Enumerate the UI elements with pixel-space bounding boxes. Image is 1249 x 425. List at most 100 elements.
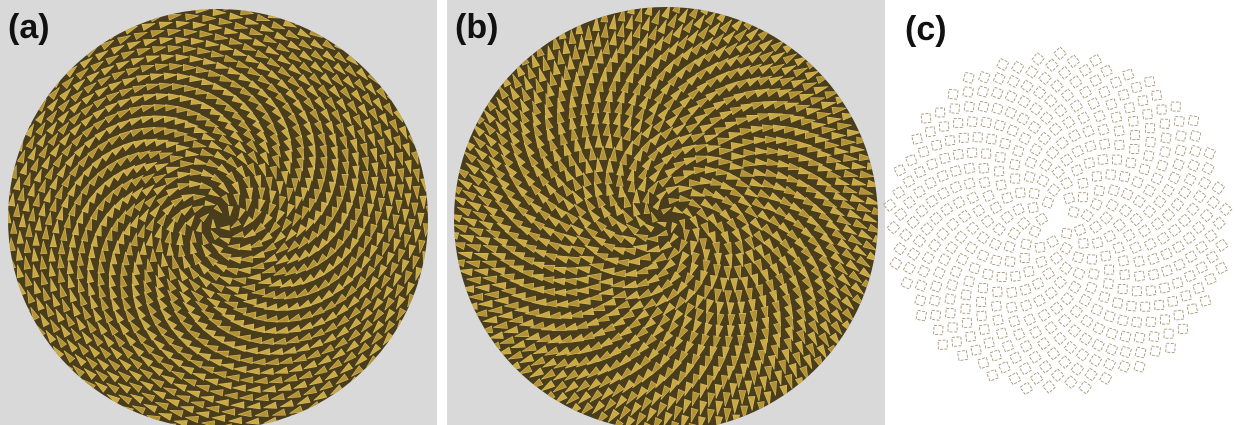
cell [894,242,907,255]
cell [1078,193,1087,202]
cell [1143,109,1153,119]
cell [1127,301,1137,311]
cell [1039,72,1052,85]
cell [1120,270,1130,280]
cell [983,190,995,202]
cell [965,242,977,254]
cell [1030,103,1042,115]
cell [1124,102,1135,113]
cell [1110,77,1122,89]
cell [1033,295,1045,307]
cell [1126,158,1136,168]
cell [1166,343,1175,352]
cell [1114,126,1125,137]
cell [1089,221,1102,234]
cell [1054,104,1067,117]
cell [1101,251,1111,261]
cell [1176,131,1186,141]
cell [1119,171,1130,182]
cell [1033,86,1046,99]
cell [921,223,934,236]
cell [1005,107,1017,119]
cell [1195,241,1208,254]
cell [969,263,980,274]
cell [907,248,919,260]
cell [1047,235,1059,247]
cell [992,103,1003,114]
cell [1130,213,1143,226]
cell [1050,302,1063,315]
cell [1005,257,1015,267]
cell [991,301,1001,311]
cell [1213,217,1226,230]
cell [1106,199,1118,211]
cell [1149,332,1159,342]
cell [1042,267,1055,280]
cell [1068,130,1080,142]
cell [964,276,975,287]
cell [1146,317,1155,326]
cell [936,108,945,117]
cell [1190,145,1201,156]
cell [930,295,941,306]
cell [1013,146,1024,157]
cell [1052,166,1065,179]
cell [1039,360,1052,373]
cell [1017,113,1029,125]
cell [1058,314,1071,327]
cell [1035,242,1045,252]
cell [1152,90,1162,100]
cell [946,308,956,318]
cell [987,369,999,381]
cell [991,255,1002,266]
cell [1204,148,1216,160]
cell [1120,331,1131,342]
cell [961,290,971,300]
cell [1060,154,1073,167]
cell [1146,137,1156,147]
cell [1089,269,1099,279]
cell [1119,204,1132,217]
cell [1079,86,1091,98]
cell [1199,177,1211,189]
cell [1202,163,1214,175]
cell [1074,224,1086,236]
cell [1157,105,1166,114]
cell [1080,333,1092,345]
cell [1062,228,1072,238]
cell [1131,82,1142,93]
cell [1018,96,1030,108]
cell [1072,145,1084,157]
cell [1064,341,1077,354]
cell [1029,189,1039,199]
cell [1079,294,1091,306]
cell [1054,332,1067,345]
cell [1076,349,1089,362]
cell [1188,160,1200,172]
cell [1173,159,1184,170]
cell [1161,133,1171,143]
cell [1024,313,1036,325]
cell [950,165,961,176]
cell [1079,64,1092,77]
cell [1144,76,1155,87]
cell [1178,324,1188,334]
cell [933,267,945,279]
cell [1188,116,1198,126]
cell [1086,282,1097,293]
cell [1157,160,1168,171]
cell [1118,255,1129,266]
cell [996,153,1006,163]
cell [1118,284,1127,293]
cell [1135,347,1146,358]
cell [982,149,991,158]
cell [1060,262,1073,275]
cell [990,201,1002,213]
cell [979,324,990,335]
cell [1081,209,1093,221]
cell [1138,225,1151,238]
cell [1130,144,1139,153]
cell [1212,182,1224,194]
cell [1118,89,1129,100]
cell [1143,185,1155,197]
